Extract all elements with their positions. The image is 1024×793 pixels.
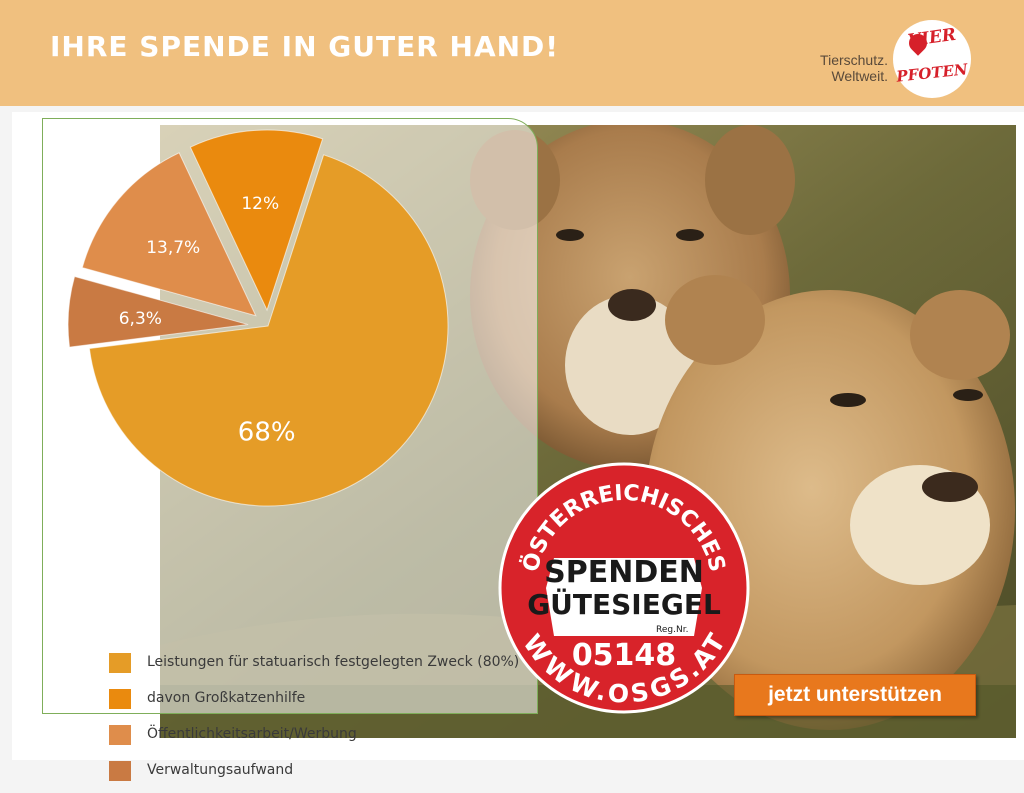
pie-chart: 68% 6,3% 13,7% 12%	[67, 129, 449, 507]
legend-swatch	[109, 653, 131, 673]
page-title: IHRE SPENDE IN GUTER HAND!	[50, 30, 560, 63]
legend-label: Verwaltungsaufwand	[147, 762, 294, 778]
pie-slice-label: 12%	[241, 194, 279, 214]
legend-label: Leistungen für statuarisch festgelegten …	[147, 654, 520, 670]
legend-swatch	[109, 761, 131, 781]
pie-slice	[189, 129, 324, 312]
tagline-line-1: Tierschutz.	[820, 52, 888, 68]
seal-line-2: GÜTESIEGEL	[527, 587, 721, 621]
pie-slice-label: 68%	[238, 418, 296, 448]
pie-slice	[88, 154, 449, 507]
support-now-button[interactable]: jetzt unterstützen	[734, 674, 976, 716]
tagline-line-2: Weltweit.	[831, 68, 888, 84]
chart-panel: 68% 6,3% 13,7% 12% Leistungen für statuaris…	[42, 118, 538, 781]
header-banner: IHRE SPENDE IN GUTER HAND! Tierschutz. W…	[0, 0, 1024, 106]
vier-pfoten-logo[interactable]: VIER PFOTEN	[893, 20, 971, 98]
legend-swatch	[109, 725, 131, 745]
logo-text-vier: VIER	[906, 24, 958, 52]
seal-line-1: SPENDEN	[544, 555, 704, 590]
seal-number: 05148	[572, 638, 676, 673]
spenden-guetesiegel-seal: SPENDEN GÜTESIEGEL Reg.Nr. 05148 ÖSTERRE…	[498, 462, 750, 714]
legend-label: davon Großkatzenhilfe	[147, 690, 306, 706]
legend-label: Öffentlichkeitsarbeit/Werbung	[147, 726, 357, 742]
pie-slice	[67, 275, 249, 348]
seal-reg-label: Reg.Nr.	[656, 625, 688, 635]
logo-text-pfoten: PFOTEN	[895, 60, 969, 86]
pie-slice-label: 6,3%	[119, 309, 162, 329]
pie-slice-label: 13,7%	[146, 238, 200, 258]
legend-swatch	[109, 689, 131, 709]
pie-slice	[81, 152, 257, 317]
tagline: Tierschutz. Weltweit.	[820, 52, 888, 84]
